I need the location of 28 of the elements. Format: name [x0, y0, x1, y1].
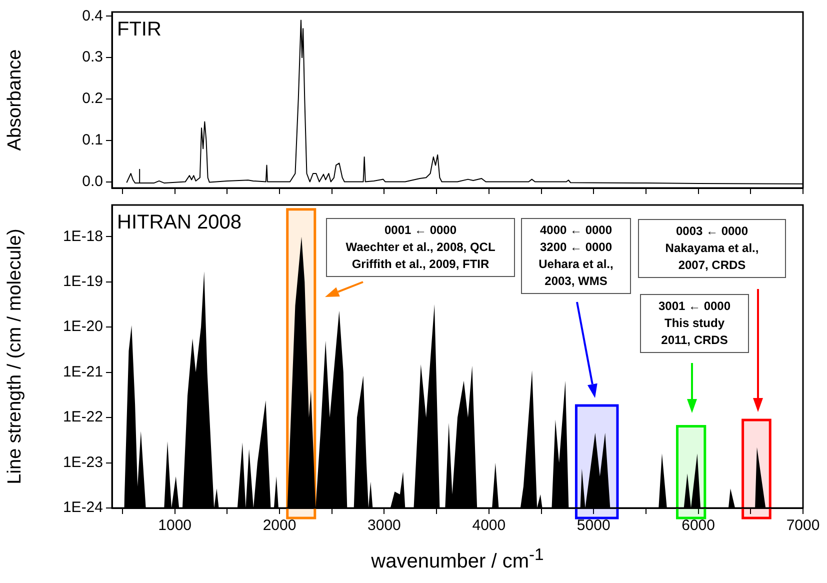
- y-tick-label: 1E-18: [62, 228, 103, 245]
- annotation: 0001 ← 0000 Waechter et al., 2008, QCL Griffith et al., 2009, FTIR: [326, 218, 515, 277]
- y-tick-label: 0.4: [82, 7, 103, 24]
- x-tick-label: 7000: [786, 517, 820, 534]
- y-tick-label: 1E-20: [62, 318, 103, 336]
- annotation: 3001 ← 0000 This study 2011, CRDS: [640, 294, 749, 353]
- x-tick-label: 2000: [262, 517, 296, 534]
- y-tick-label: 0.1: [82, 132, 103, 149]
- y-tick-label: 1E-24: [62, 499, 103, 516]
- y-tick-label: 1E-22: [62, 408, 103, 426]
- x-tick-label: 5000: [576, 517, 610, 534]
- y-tick-label: 1E-23: [62, 454, 103, 471]
- y-axis-title: Absorbance: [4, 49, 26, 151]
- x-axis-title: wavenumber / cm$^{-1}$: [370, 545, 545, 574]
- x-tick-label: 3000: [368, 517, 401, 534]
- annotation: 4000 ← 0000 3200 ← 0000 Uehara et al., 2003, WMS: [521, 218, 631, 294]
- y-tick-label: 0.3: [82, 48, 103, 66]
- y-tick-label: 0.2: [82, 90, 103, 108]
- x-tick-label: 4000: [472, 517, 506, 534]
- chart-title: HITRAN 2008: [117, 212, 242, 234]
- x-tick-label: 1000: [158, 517, 192, 534]
- y-tick-label: 1E-19: [62, 272, 103, 290]
- chart-title: FTIR: [117, 18, 162, 41]
- y-axis-title: Line strength / (cm / molecule): [4, 228, 26, 484]
- x-tick-label: 6000: [682, 517, 715, 534]
- y-tick-label: 1E-21: [62, 363, 103, 380]
- y-tick-label: 0.0: [82, 172, 103, 190]
- annotation: 0003 ← 0000 Nakayama et al., 2007, CRDS: [638, 219, 786, 278]
